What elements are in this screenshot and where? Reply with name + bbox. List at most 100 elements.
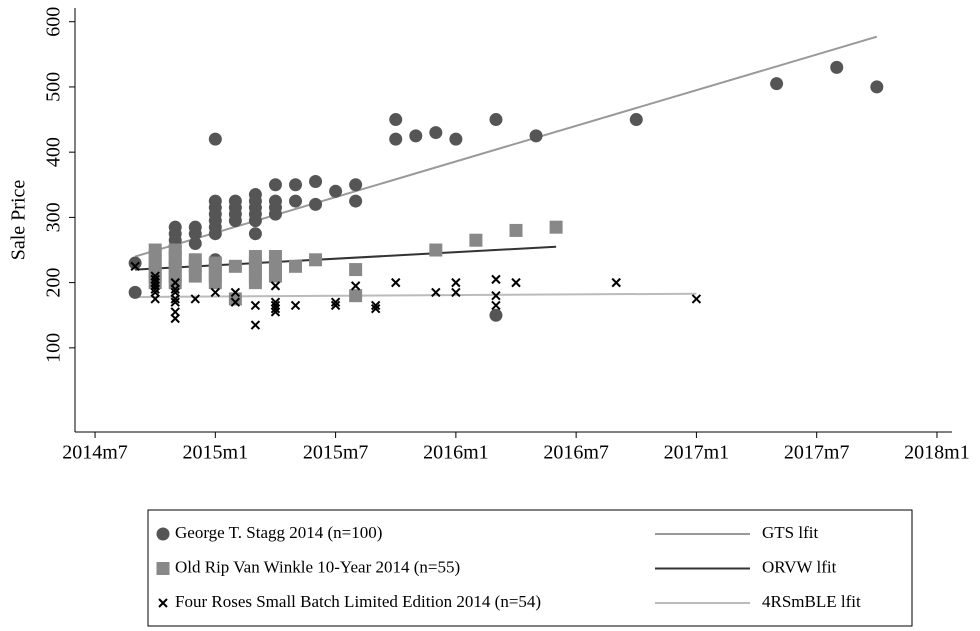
point <box>228 214 242 228</box>
legend-marker <box>156 527 170 541</box>
fit-line <box>135 292 697 298</box>
point <box>170 284 180 294</box>
x-tick-label: 2017m7 <box>784 442 850 464</box>
point <box>128 285 142 299</box>
point <box>389 113 403 127</box>
point <box>309 253 323 267</box>
point <box>491 300 501 311</box>
point <box>429 126 443 140</box>
point <box>268 269 282 283</box>
point <box>170 313 180 324</box>
y-tick-label: 500 <box>43 72 65 102</box>
x-tick-label: 2018m1 <box>904 442 970 464</box>
point <box>270 307 281 317</box>
y-tick-label: 600 <box>43 7 65 37</box>
x-tick-label: 2017m1 <box>664 442 730 464</box>
point <box>409 129 423 143</box>
point <box>208 227 222 241</box>
point <box>289 194 303 208</box>
point <box>170 294 180 304</box>
point <box>349 178 363 192</box>
point <box>451 287 461 298</box>
point <box>489 308 503 322</box>
legend-marker <box>156 562 170 575</box>
legend-label: Four Roses Small Batch Limited Edition 2… <box>175 592 541 611</box>
x-tick-label: 2015m1 <box>183 442 249 464</box>
point <box>349 289 363 303</box>
point <box>449 132 463 146</box>
legend-label: Old Rip Van Winkle 10-Year 2014 (n=55) <box>175 557 460 576</box>
legend-label: 4RSmBLE lfit <box>762 592 861 611</box>
point <box>491 290 501 301</box>
fit-line <box>135 245 557 271</box>
x-tick-label: 2014m7 <box>62 442 128 464</box>
point <box>511 277 521 288</box>
legend-label: George T. Stagg 2014 (n=100) <box>175 523 382 542</box>
point <box>429 243 443 257</box>
point <box>370 304 381 314</box>
point <box>611 277 621 288</box>
point <box>150 294 160 304</box>
y-tick-label: 100 <box>43 333 65 363</box>
y-tick-label: 200 <box>43 268 65 298</box>
point <box>469 233 483 247</box>
legend-label: GTS lfit <box>762 523 818 542</box>
point <box>509 223 523 237</box>
legend-marker <box>158 598 168 608</box>
point <box>270 304 281 314</box>
point <box>349 194 363 208</box>
point <box>268 178 282 192</box>
point <box>268 207 282 221</box>
point <box>370 300 381 311</box>
point <box>230 287 241 298</box>
point <box>451 277 461 288</box>
plot-area <box>75 8 952 432</box>
point <box>770 77 784 91</box>
y-tick-label: 400 <box>43 137 65 167</box>
legend <box>147 509 913 627</box>
point <box>309 197 323 211</box>
point <box>188 269 202 283</box>
point <box>870 80 884 94</box>
legend-entries: George T. Stagg 2014 (n=100) Old Rip Van … <box>156 523 861 611</box>
point <box>391 277 401 288</box>
point <box>188 259 202 273</box>
point <box>188 236 202 250</box>
point <box>350 281 361 291</box>
point <box>330 297 341 307</box>
point <box>250 320 261 330</box>
y-tick-label: 300 <box>43 202 65 232</box>
x-tick-label: 2016m1 <box>423 442 489 464</box>
point <box>250 300 261 311</box>
y-axis-label: Sale Price <box>8 180 30 261</box>
point <box>188 227 202 241</box>
point <box>349 263 363 277</box>
point <box>190 294 200 304</box>
point <box>130 261 140 272</box>
point <box>491 274 501 285</box>
x-tick-label: 2016m7 <box>543 442 609 464</box>
point <box>691 294 702 304</box>
point <box>248 276 262 290</box>
point <box>330 300 341 311</box>
point <box>549 220 563 234</box>
point <box>228 259 242 273</box>
point <box>248 227 262 241</box>
point <box>208 276 222 290</box>
point <box>329 184 343 198</box>
point <box>289 178 303 192</box>
point <box>128 256 142 270</box>
legend-label: ORVW lfit <box>762 557 837 576</box>
point <box>830 60 844 74</box>
point <box>248 214 262 228</box>
fit-line <box>134 35 878 258</box>
point <box>270 281 281 291</box>
point <box>150 284 160 294</box>
point <box>290 300 301 311</box>
point <box>289 259 303 273</box>
point <box>529 129 543 143</box>
point <box>208 132 222 146</box>
point <box>629 113 643 127</box>
point <box>389 132 403 146</box>
